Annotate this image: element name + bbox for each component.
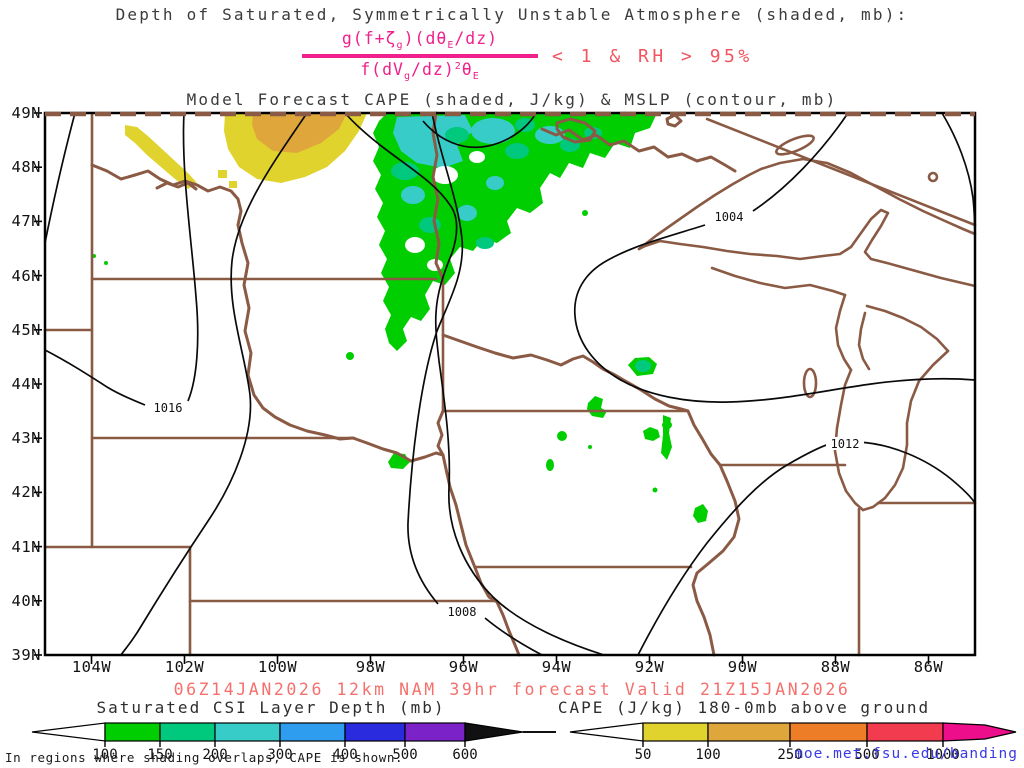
contour-label-1004: 1004 [715,210,744,224]
colorbars: 100 150 200 300 400 500 600 50 100 250 [31,722,1017,763]
lon-label-102W: 102W [164,658,205,676]
door-peninsula [857,311,871,371]
svg-text:1000: 1000 [926,747,960,763]
missouri-river [90,163,521,657]
lat-label-43N: 43N [11,429,41,448]
michipicoten-island [927,171,939,183]
csi-colorbar-ticklabels: 100 150 200 300 400 500 600 [92,747,477,763]
csi-formula: g(f+ζg)(dθE/dz) f(dVg/dz)2θE [298,29,542,82]
longitude-ticks [90,655,930,664]
svg-text:100: 100 [92,747,117,763]
chart-title: Depth of Saturated, Symmetrically Unstab… [115,5,909,24]
website-link: moe.met.fsu.edu/banding [794,746,1018,762]
cape-shading-orange [252,113,347,153]
forecast-map: 1016 1008 1004 1012 [34,111,977,664]
rivers [90,111,741,657]
svg-text:250: 250 [777,747,802,763]
chart-subtitle: Model Forecast CAPE (shaded, J/kg) & MSL… [186,90,838,109]
svg-text:400: 400 [332,747,357,763]
lake-michigan-east-shore [861,349,950,512]
lon-label-96W: 96W [448,658,479,676]
svg-text:50: 50 [635,747,652,763]
devils-lake [155,181,198,191]
formula-numerator: g(f+ζg)(dθE/dz) [341,29,499,51]
svg-text:500: 500 [392,747,417,763]
lat-label-45N: 45N [11,320,41,339]
svg-text:150: 150 [147,747,172,763]
contour-label-1016: 1016 [154,401,183,415]
contour-label-1012: 1012 [831,437,860,451]
isle-royale [775,134,815,156]
lon-label-86W: 86W [913,658,944,676]
lat-label-41N: 41N [11,537,41,556]
lat-label-42N: 42N [11,483,41,502]
green-bay-west [834,293,853,372]
lon-label-90W: 90W [727,658,758,676]
contour-label-group: 1016 1008 1004 1012 [149,210,864,619]
lon-label-92W: 92W [634,658,665,676]
latitude-ticks [34,112,42,656]
csi-colorbar-title: Saturated CSI Layer Depth (mb) [96,698,446,717]
up-south-shore [710,266,847,297]
lat-label-49N: 49N [11,104,41,122]
model-run-line: 06Z14JAN2026 12km NAM 39hr forecast Vali… [173,680,851,699]
lake-superior-north-shore [637,157,977,251]
lon-label-100W: 100W [257,658,298,676]
svg-text:600: 600 [452,747,477,763]
up-shore-east [865,304,950,353]
lat-label-39N: 39N [11,646,41,664]
cape-left-spike [569,722,644,742]
state-borders [43,111,977,657]
lake-michigan-west-shore [833,368,865,512]
formula-fraction-bar [302,54,538,58]
lon-label-94W: 94W [541,658,572,676]
lon-label-88W: 88W [820,658,851,676]
formula-denominator: f(dVg/dz)2θE [360,59,480,82]
lat-label-44N: 44N [11,375,41,393]
lat-label-40N: 40N [11,591,41,610]
formula-condition: < 1 & RH > 95% [552,46,753,67]
csi-shading-holes [405,151,485,271]
svg-text:200: 200 [202,747,227,763]
lake-winnebago [802,367,818,399]
overlap-note: In regions where shading overlaps, CAPE … [5,750,404,765]
rainy-river-border-lakes [540,127,737,173]
csi-right-spike [464,722,524,742]
lon-label-104W: 104W [71,658,112,676]
svg-text:300: 300 [267,747,292,763]
mslp-contours [44,112,976,656]
cape-colorbar [569,722,1017,747]
csi-colorbar [31,722,556,747]
contour-label-1008: 1008 [448,605,477,619]
lon-label-98W: 98W [355,658,386,676]
big-sioux-river [436,409,445,457]
lat-label-46N: 46N [11,266,41,285]
great-lakes [637,117,977,512]
cape-colorbar-ticklabels: 50 100 250 500 1000 [635,747,960,763]
red-river [431,111,445,281]
cape-right-spike [942,722,1017,742]
svg-text:100: 100 [695,747,720,763]
csi-left-spike [31,722,106,742]
lake-of-the-woods [555,117,597,144]
minnesota-mississippi-river [441,333,741,657]
lat-label-48N: 48N [11,158,41,177]
cape-colorbar-title: CAPE (J/kg) 180-0mb above ground [557,698,931,717]
lake-superior-south-shore [637,208,977,288]
canada-border-diagonal [705,117,977,227]
lat-label-47N: 47N [11,212,41,231]
svg-text:500: 500 [854,747,879,763]
